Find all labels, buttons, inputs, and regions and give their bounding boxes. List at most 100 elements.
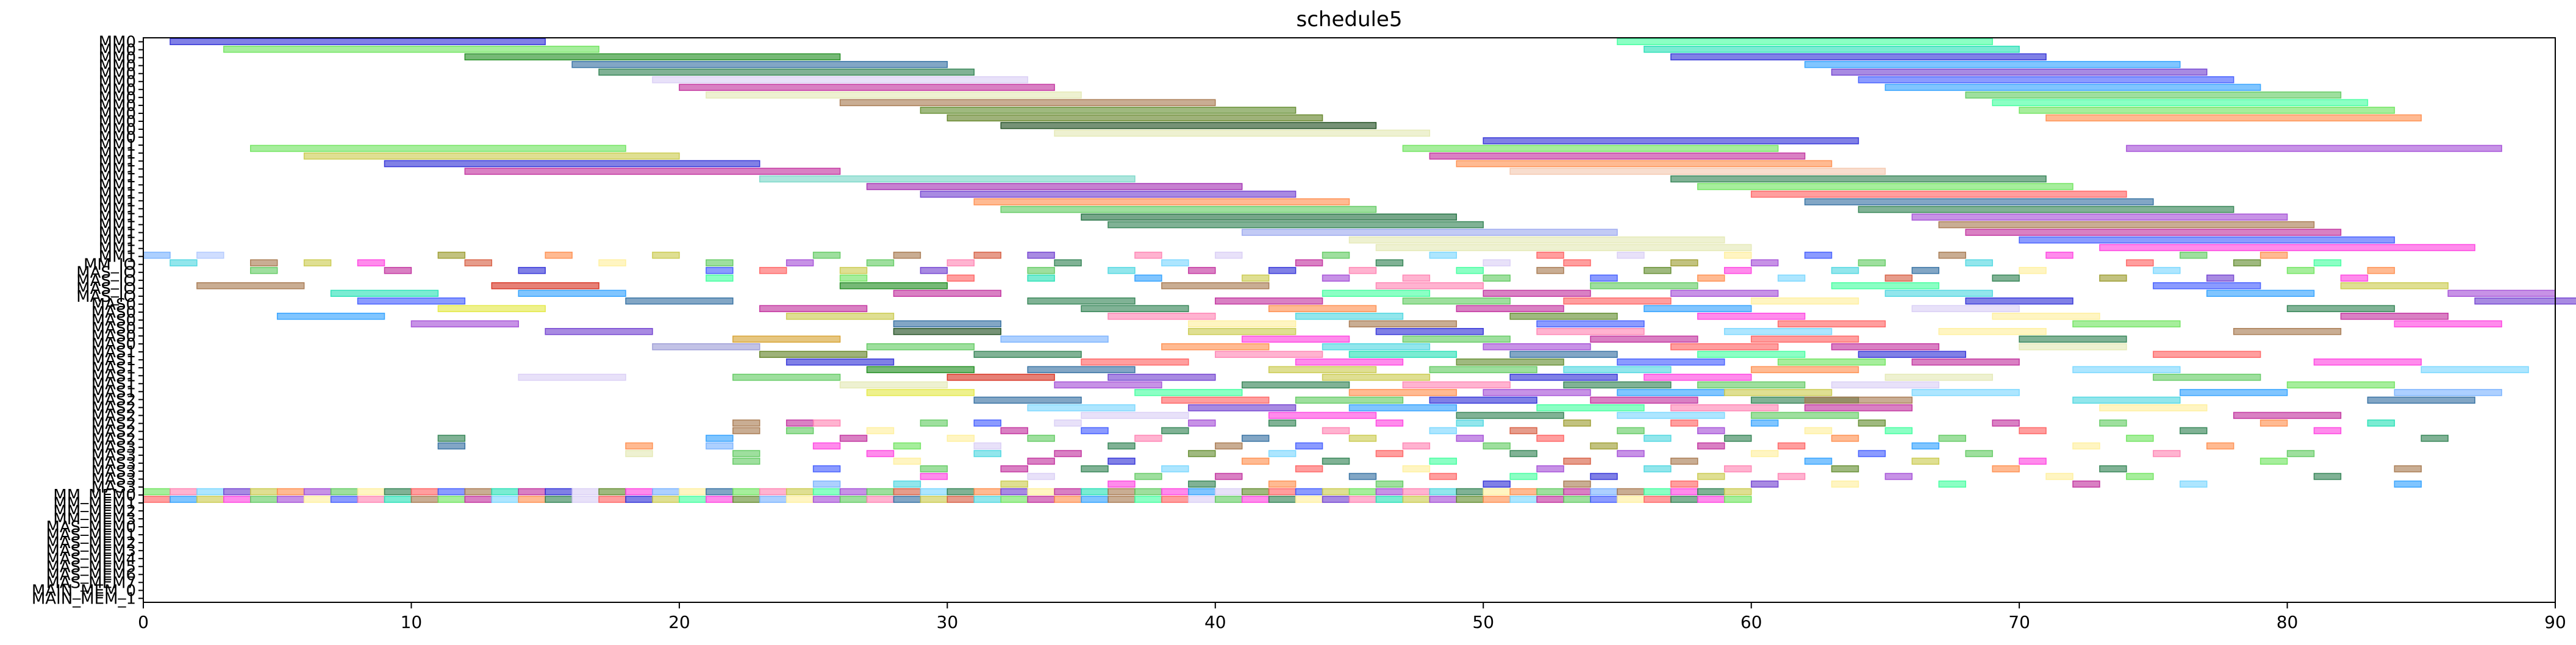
task-bar <box>1697 274 1725 282</box>
task-bar <box>1965 259 1993 266</box>
task-bar <box>1161 343 1270 351</box>
task-bar <box>1375 244 1752 251</box>
task-bar <box>732 450 760 457</box>
y-tick-label: MAS_MEM3 <box>46 542 136 560</box>
task-bar <box>1723 488 1752 496</box>
task-bar <box>2126 435 2154 442</box>
task-bar <box>437 496 466 503</box>
y-tick-label: MAS0 <box>91 335 136 354</box>
task-bar <box>1134 389 1243 396</box>
task-bar <box>1644 465 1672 472</box>
y-tick-label: MM_MEM3 <box>53 510 136 529</box>
task-bar <box>1348 266 1377 274</box>
task-bar <box>1348 496 1377 503</box>
task-bar <box>1456 488 1484 496</box>
x-tick-label: 80 <box>2277 612 2299 632</box>
task-bar <box>1402 442 1431 450</box>
task-bar <box>2099 244 2475 251</box>
task-bar <box>1644 496 1672 503</box>
y-tick-label: MAS2 <box>91 415 136 433</box>
task-bar <box>437 435 466 442</box>
task-bar <box>1670 259 1698 266</box>
task-bar <box>1750 190 2127 198</box>
task-bar <box>679 84 1055 91</box>
task-bar <box>1644 435 1672 442</box>
task-bar <box>2259 457 2288 465</box>
task-bar <box>1563 297 1672 305</box>
task-bar <box>625 442 653 450</box>
task-bar <box>1858 76 2234 84</box>
task-bar <box>170 38 546 46</box>
task-bar <box>1884 274 1913 282</box>
task-bar <box>839 99 1216 107</box>
task-bar <box>1750 259 1779 266</box>
task-bar <box>384 160 760 168</box>
task-bar <box>1644 374 1752 381</box>
task-bar <box>1402 381 1511 389</box>
task-bar <box>652 251 680 259</box>
task-bar <box>1831 282 1940 290</box>
y-tick-label: MAS1 <box>91 343 136 362</box>
task-bar <box>973 450 1001 457</box>
y-tick-label: MM_MEM0 <box>53 486 136 505</box>
x-tick-label: 0 <box>138 612 149 632</box>
task-bar <box>2019 343 2127 351</box>
task-bar <box>1723 389 1833 396</box>
task-bar <box>706 496 734 503</box>
task-bar <box>920 107 1297 114</box>
task-bar <box>1536 496 1564 503</box>
task-bar <box>1188 488 1216 496</box>
task-bar <box>785 312 895 320</box>
task-bar <box>652 343 760 351</box>
task-bar <box>812 442 841 450</box>
task-bar <box>732 496 760 503</box>
task-bar <box>1697 488 1725 496</box>
task-bar <box>946 496 975 503</box>
task-bar <box>785 358 895 366</box>
task-bar <box>2340 312 2449 320</box>
y-tick-label: MM1 <box>99 224 136 243</box>
task-bar <box>2233 328 2342 335</box>
y-tick-label: MAS_MEM7 <box>46 574 136 592</box>
task-bar <box>2153 282 2261 290</box>
task-bar <box>893 320 1001 328</box>
task-bar <box>1054 259 1082 266</box>
x-tick-label: 40 <box>1204 612 1226 632</box>
task-bar <box>1644 488 1672 496</box>
task-bar <box>866 259 895 266</box>
task-bar <box>1884 374 1993 381</box>
task-bar <box>893 251 921 259</box>
task-bar <box>1536 465 1564 472</box>
task-bar <box>437 251 466 259</box>
task-bar <box>2072 396 2181 404</box>
task-bar <box>2313 358 2422 366</box>
task-bar <box>410 488 439 496</box>
task-bar <box>759 266 787 274</box>
task-bar <box>170 496 198 503</box>
task-bar <box>1375 419 1404 427</box>
task-bar <box>518 488 546 496</box>
task-bar <box>866 343 975 351</box>
y-tick-label: MM0 <box>99 129 136 147</box>
task-bar <box>1804 61 2181 68</box>
task-bar <box>1348 472 1377 480</box>
task-bar <box>1107 221 1484 229</box>
task-bar <box>2072 366 2181 374</box>
task-bar <box>1081 412 1189 419</box>
task-bar <box>545 251 573 259</box>
task-bar <box>839 488 868 496</box>
task-bar <box>2019 266 2047 274</box>
task-bar <box>464 259 493 266</box>
task-bar <box>759 496 787 503</box>
task-bar <box>1241 229 1618 236</box>
task-bar <box>196 496 224 503</box>
task-bar <box>2180 427 2208 435</box>
task-bar <box>785 259 814 266</box>
task-bar <box>1483 274 1511 282</box>
task-bar <box>491 488 519 496</box>
task-bar <box>2045 114 2422 122</box>
task-bar <box>1456 412 1564 419</box>
task-bar <box>2099 404 2208 412</box>
task-bar <box>1723 251 1752 259</box>
task-bar <box>1670 290 1779 297</box>
